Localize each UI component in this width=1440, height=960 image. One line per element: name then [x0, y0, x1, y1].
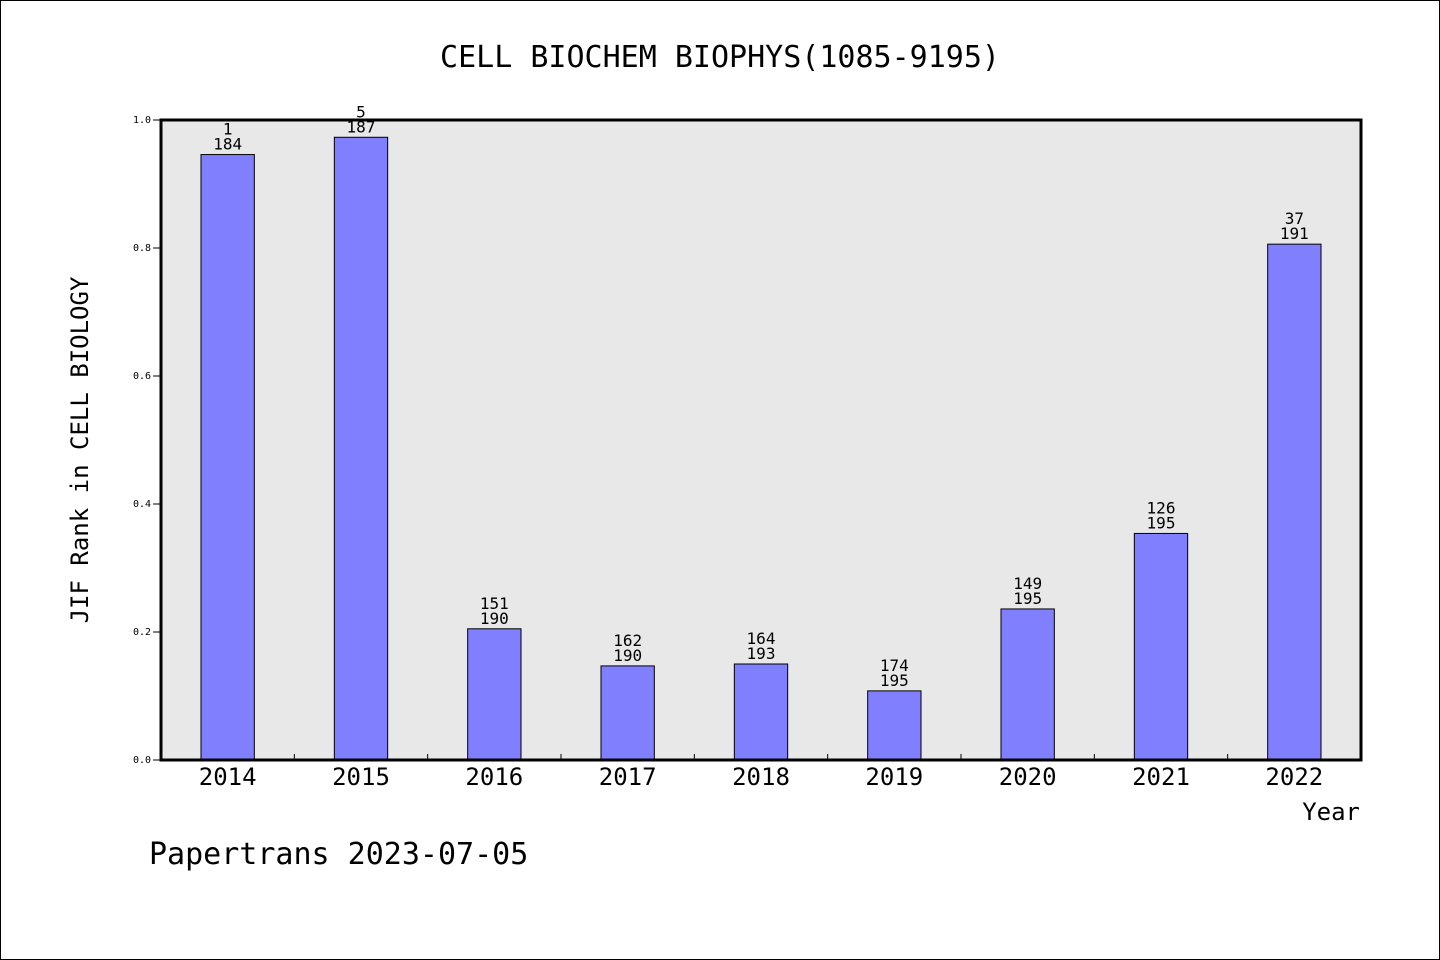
bar-2020 [1000, 608, 1055, 761]
x-axis-tick-labels: 2014 2015 2016 2017 2018 2019 2020 2021 2022 [199, 763, 1323, 791]
bar-total-label: 190 [613, 646, 642, 665]
bar-2018 [733, 663, 789, 761]
x-tick-label: 2014 [199, 763, 257, 791]
bar-rank-label: 151 [480, 594, 509, 613]
bar-total-label: 191 [1280, 224, 1309, 243]
x-tick-label: 2018 [732, 763, 790, 791]
x-tick-label: 2017 [599, 763, 657, 791]
bar-total-label: 187 [347, 117, 376, 136]
y-tick-label: 0.8 [133, 243, 151, 254]
x-tick-label: 2019 [865, 763, 923, 791]
y-tick-label: 0.6 [133, 371, 151, 382]
bar-rank-label: 126 [1147, 498, 1176, 517]
bar-rank-label: 1 [223, 120, 233, 139]
bar-total-label: 193 [747, 644, 776, 663]
x-tick-label: 2016 [465, 763, 523, 791]
bar-total-label: 195 [880, 671, 909, 690]
bar-total-label: 195 [1147, 513, 1176, 532]
chart-title: CELL BIOCHEM BIOPHYS(1085-9195) [440, 40, 1000, 75]
x-tick-label: 2015 [332, 763, 390, 791]
y-tick-label: 0.2 [133, 627, 151, 638]
bar-rank-label: 37 [1285, 209, 1304, 228]
bar-2016 [467, 628, 522, 761]
bar-2019 [867, 690, 922, 761]
y-tick-label: 1.0 [133, 115, 151, 126]
plot-border [159, 118, 1363, 762]
bar-data-labels: 1184518715119016219016419317419514919512… [213, 102, 1309, 690]
y-axis-label: JIF Rank in CELL BIOLOGY [66, 276, 94, 623]
bar-rank-label: 5 [356, 102, 366, 121]
bar-rank-label: 164 [747, 629, 776, 648]
bar-total-label: 190 [480, 609, 509, 628]
x-tick-label: 2021 [1132, 763, 1190, 791]
bar-2015 [333, 136, 389, 761]
footer-watermark: Papertrans 2023-07-05 [149, 837, 528, 872]
bar-2021 [1133, 532, 1189, 761]
bar-series [200, 136, 1322, 761]
x-tick-label: 2022 [1265, 763, 1323, 791]
bar-rank-label: 162 [613, 631, 642, 650]
y-axis-ticks: 0.0 0.2 0.4 0.6 0.8 1.0 [133, 115, 161, 766]
x-tick-label: 2020 [999, 763, 1057, 791]
y-tick-label: 0.0 [133, 755, 151, 766]
bar-2022 [1267, 243, 1322, 761]
bar-total-label: 184 [213, 135, 242, 154]
y-tick-label: 0.4 [133, 499, 151, 510]
x-axis-label: Year [1302, 798, 1360, 826]
bar-total-label: 195 [1013, 589, 1042, 608]
bar-2014 [200, 154, 255, 761]
bar-rank-label: 149 [1013, 574, 1042, 593]
bar-2017 [600, 665, 655, 761]
bar-rank-label: 174 [880, 656, 909, 675]
